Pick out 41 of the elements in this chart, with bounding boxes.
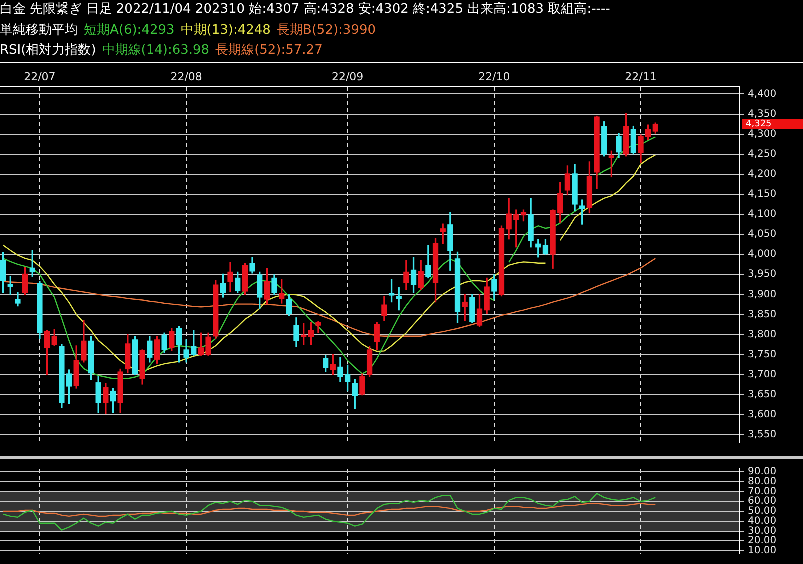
text: 長期線(52):57.27 (216, 43, 323, 58)
y-tick-label: 3,550 (748, 430, 777, 441)
chart-title: 白金 先限繋ぎ 日足 2022/11/04 202310 始:4307 高:4328 安:4302 終:4325 出来高:1083 取組高:---- (0, 1, 612, 19)
y-tick-label: 3,800 (748, 329, 777, 340)
y-tick-label: 3,850 (748, 309, 777, 320)
y-tick-label: 70.00 (748, 486, 777, 498)
text: 中期線(14):63.98 (102, 43, 210, 58)
x-tick-label: 22/10 (478, 70, 510, 84)
text: 長期B(52):3990 (276, 23, 376, 38)
y-tick-label: 3,600 (748, 410, 777, 421)
y-tick-label: 4,100 (748, 209, 777, 220)
y-tick-label: 90.00 (748, 466, 777, 478)
y-tick-label: 3,700 (748, 369, 777, 380)
y-tick-label: 3,650 (748, 389, 777, 400)
y-tick-label: 3,750 (748, 349, 777, 360)
y-tick-label: 4,150 (748, 189, 777, 200)
y-tick-label: 60.00 (748, 496, 777, 508)
text: 4,325 (746, 120, 772, 130)
y-tick-label: 4,050 (748, 229, 777, 240)
legend-title: RSI(相対力指数) (0, 43, 96, 58)
x-tick-label: 22/08 (170, 70, 202, 84)
y-tick-label: 4,300 (748, 128, 777, 140)
text: 中期(13):4248 (180, 23, 271, 38)
text: 短期A(6):4293 (84, 23, 175, 38)
y-tick-label: 40.00 (748, 516, 777, 527)
y-tick-label: 3,950 (748, 269, 777, 280)
x-tick-label: 22/11 (625, 70, 657, 84)
y-tick-label: 20.00 (748, 536, 777, 547)
y-tick-label: 4,250 (748, 148, 777, 160)
y-tick-label: 80.00 (748, 476, 777, 488)
y-tick-label: 3,900 (748, 289, 777, 300)
x-tick-label: 22/09 (332, 70, 364, 84)
x-tick-label: 22/07 (24, 70, 56, 84)
y-tick-label: 4,400 (748, 88, 777, 100)
y-tick-label: 4,200 (748, 168, 777, 180)
legend-title: 単純移動平均 (0, 23, 78, 38)
y-tick-label: 4,000 (748, 249, 777, 260)
y-tick-label: 4,350 (748, 108, 777, 120)
y-tick-label: 50.00 (748, 506, 777, 518)
y-tick-label: 30.00 (748, 526, 777, 537)
y-tick-label: 10.00 (748, 546, 777, 557)
